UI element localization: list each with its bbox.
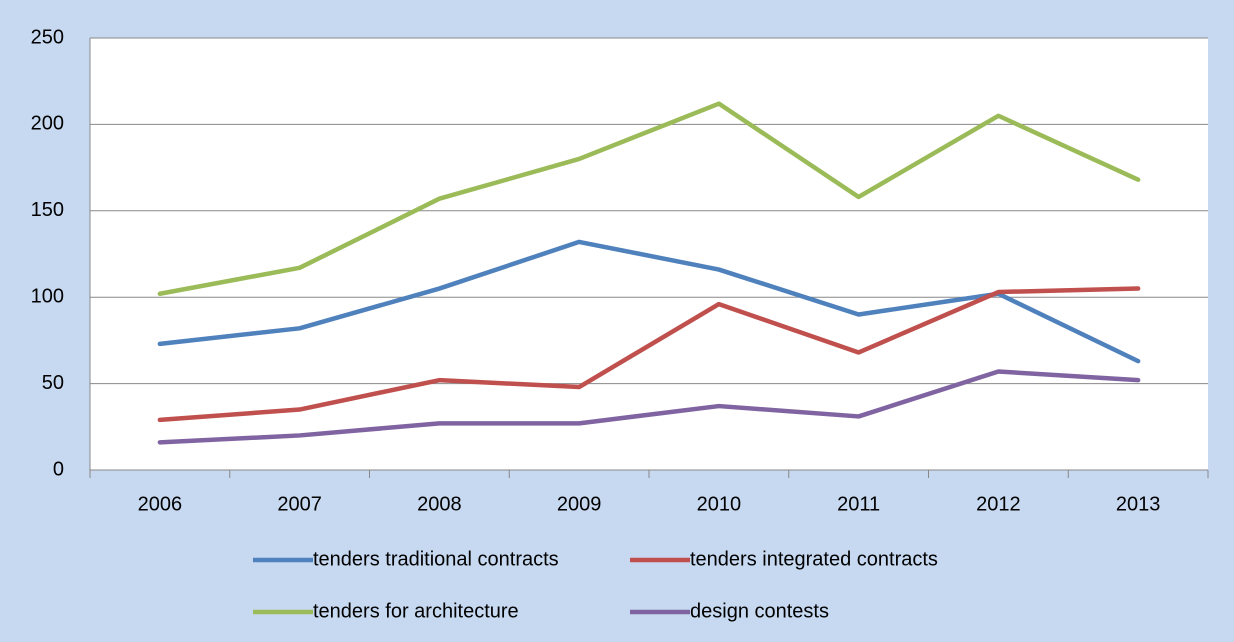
x-tick-label: 2009: [557, 493, 602, 515]
legend-label: tenders for architecture: [313, 600, 519, 622]
y-tick-label: 250: [31, 26, 64, 48]
series-line: [157, 101, 1141, 296]
y-tick-label: 0: [53, 458, 64, 480]
series-line: [157, 369, 1141, 445]
series-line: [157, 239, 1141, 364]
legend-label: tenders traditional contracts: [313, 548, 559, 570]
y-tick-label: 50: [42, 372, 64, 394]
legend-label: design contests: [690, 600, 829, 622]
x-tick-label: 2007: [277, 493, 322, 515]
legend-label: tenders integrated contracts: [690, 548, 938, 570]
y-tick-label: 150: [31, 199, 64, 221]
x-tick-label: 2006: [138, 493, 183, 515]
y-tick-label: 200: [31, 113, 64, 135]
x-tick-label: 2008: [417, 493, 462, 515]
y-tick-label: 100: [31, 285, 64, 307]
series-line: [157, 286, 1141, 423]
x-tick-label: 2010: [697, 493, 742, 515]
x-tick-label: 2012: [976, 493, 1021, 515]
x-tick-label: 2013: [1116, 493, 1161, 515]
x-tick-label: 2011: [837, 493, 880, 515]
